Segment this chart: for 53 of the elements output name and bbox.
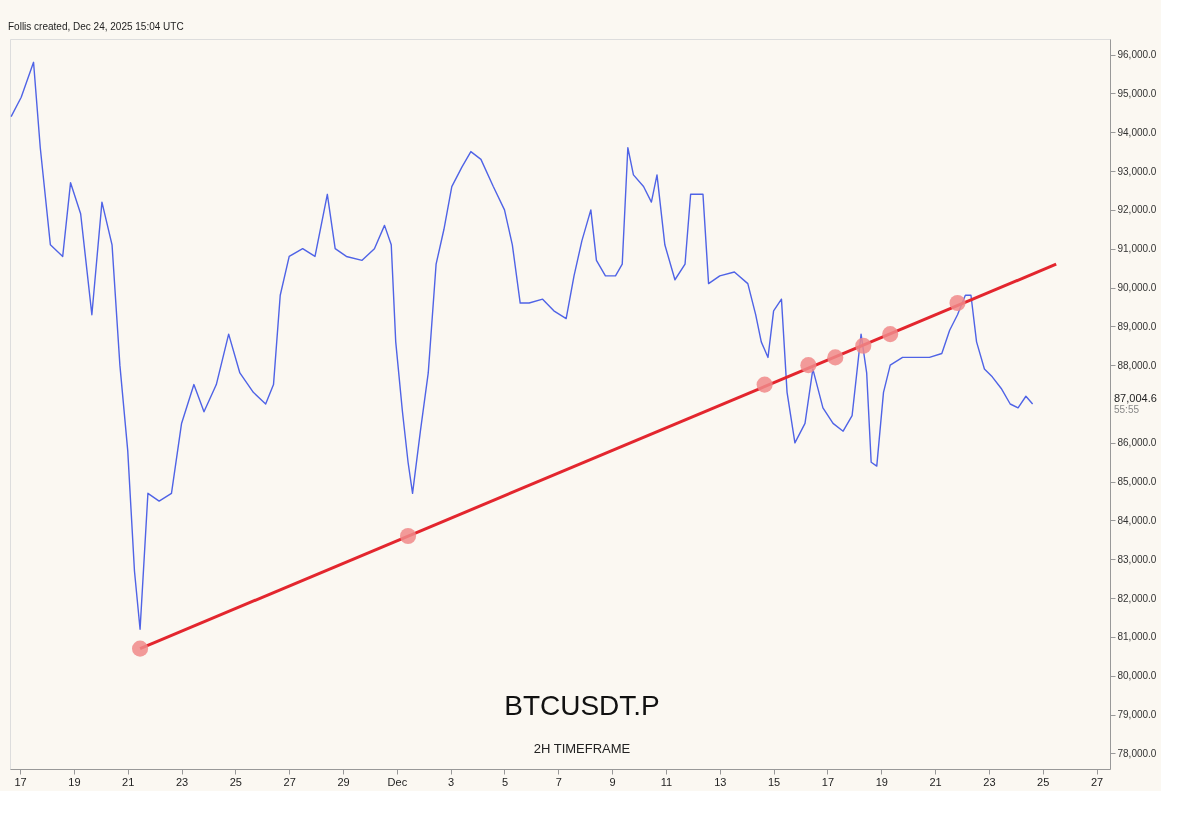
text: 87,004.6 — [1114, 392, 1157, 404]
point — [827, 349, 844, 366]
y-tick-label: 84,000.0 — [1117, 514, 1157, 526]
y-tick-label: 93,000.0 — [1117, 165, 1157, 177]
x-tick-label: 13 — [714, 775, 727, 788]
y-tick-label: 78,000.0 — [1117, 747, 1157, 759]
x-tick-label: Dec — [387, 775, 408, 788]
x-tick-label: 23 — [175, 775, 189, 788]
y-tick-label: 92,000.0 — [1117, 204, 1157, 216]
x-tick-label: 7 — [555, 775, 562, 788]
x-tick-label: 3 — [448, 775, 455, 788]
text: BTCUSDT.P — [504, 690, 660, 721]
x-tick-label: 25 — [1037, 775, 1050, 788]
point — [882, 326, 899, 343]
text: 2H TIMEFRAME — [533, 741, 631, 756]
x-tick-label: 27 — [1090, 775, 1104, 788]
x-tick-label: 17 — [821, 775, 835, 788]
text: 55:55 — [1114, 404, 1140, 415]
x-tick-label: 23 — [983, 775, 996, 788]
x-tick-label: 25 — [229, 775, 243, 788]
y-tick-label: 89,000.0 — [1117, 320, 1157, 332]
x-tick-label: 11 — [660, 775, 673, 788]
y-tick-label: 90,000.0 — [1117, 282, 1157, 294]
x-tick-label: 5 — [501, 775, 509, 788]
y-tick-label: 88,000.0 — [1117, 359, 1157, 371]
text: Follis created, Dec 24, 2025 15:04 UTC — [8, 21, 184, 32]
point — [132, 640, 149, 657]
point — [949, 295, 966, 312]
line-series — [10, 61, 1034, 630]
x-tick-label: 21 — [929, 775, 942, 788]
y-tick-label: 96,000.0 — [1117, 49, 1157, 61]
point — [756, 376, 773, 393]
y-tick-label: 85,000.0 — [1117, 476, 1157, 488]
x-tick-label: 29 — [337, 775, 350, 788]
x-tick-label: 19 — [875, 775, 888, 788]
x-tick-label: 21 — [122, 775, 135, 788]
y-tick-label: 83,000.0 — [1117, 553, 1157, 565]
y-tick-label: 79,000.0 — [1117, 709, 1157, 721]
x-tick-label: 15 — [767, 775, 781, 788]
y-tick-label: 81,000.0 — [1117, 631, 1157, 643]
x-tick-label: 27 — [283, 775, 296, 788]
y-tick-label: 82,000.0 — [1117, 592, 1157, 604]
x-tick-label: 19 — [68, 775, 81, 788]
point — [800, 357, 817, 374]
y-tick-label: 95,000.0 — [1117, 87, 1157, 99]
y-tick-label: 86,000.0 — [1117, 437, 1157, 449]
point — [855, 337, 872, 354]
y-tick-label: 91,000.0 — [1117, 243, 1157, 255]
y-tick-label: 94,000.0 — [1117, 126, 1157, 138]
x-tick-label: 9 — [609, 775, 616, 788]
y-tick-label: 80,000.0 — [1117, 670, 1157, 682]
x-tick-label: 17 — [14, 775, 27, 788]
point — [400, 527, 417, 545]
